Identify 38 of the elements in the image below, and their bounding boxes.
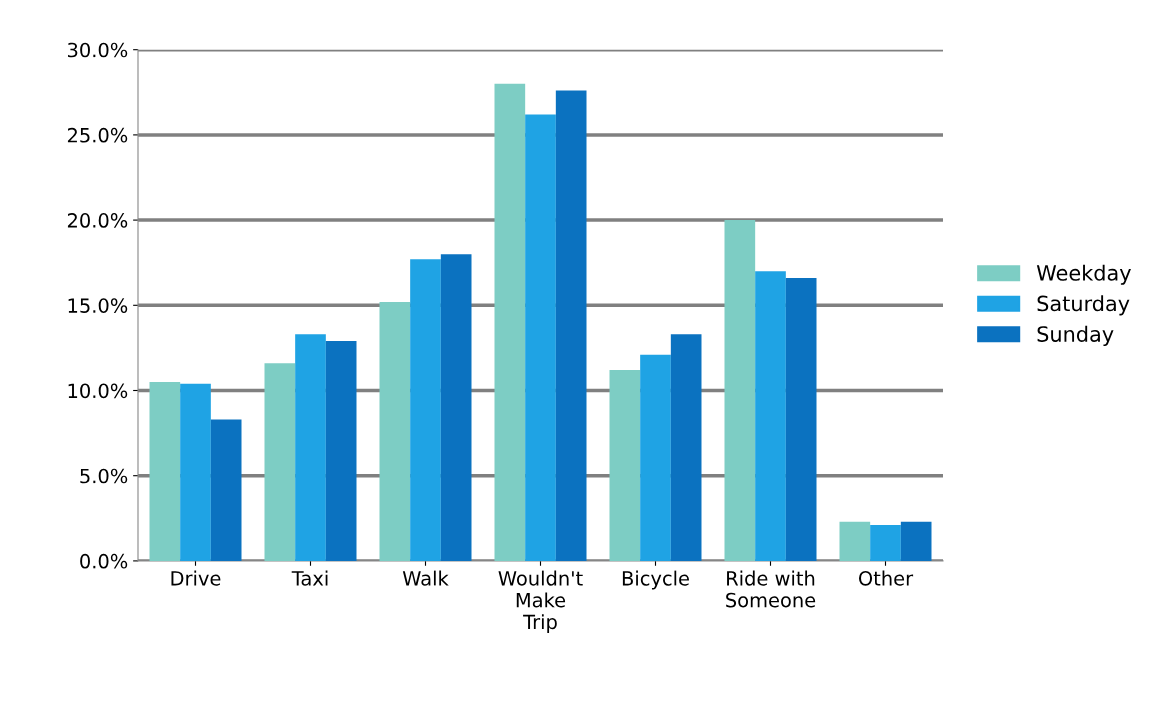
y-tick-label: 10.0% (68, 383, 128, 399)
bar (555, 90, 587, 561)
y-tick-label: 30.0% (67, 42, 128, 58)
bar (295, 334, 326, 561)
bar (670, 334, 702, 561)
x-tick-label: Taxi (291, 570, 328, 586)
bar (410, 259, 441, 561)
bar (149, 381, 181, 561)
y-tick-label: 25.0% (67, 127, 128, 143)
legend-label: Weekday (1036, 264, 1131, 285)
x-tick-label: Other (858, 570, 914, 586)
x-tick-label: Ride with Someone (726, 570, 816, 608)
bar (325, 341, 357, 561)
bar (264, 363, 296, 561)
x-tick-label: Drive (171, 570, 221, 586)
bar (640, 354, 671, 561)
y-tick-label: 15.0% (68, 298, 128, 313)
legend-label: Sunday (1037, 325, 1114, 346)
bar (900, 521, 932, 561)
bar (180, 383, 211, 561)
y-tick-label: 20.0% (67, 213, 128, 228)
bar (440, 254, 472, 561)
x-tick-label: Walk (402, 570, 449, 586)
bar (839, 521, 871, 561)
bar (525, 114, 556, 561)
bar (494, 83, 526, 561)
x-tick-label: Wouldn't Make Trip (498, 570, 583, 633)
x-tick-label: Bicycle (622, 570, 689, 590)
y-tick-label: 0.0% (80, 553, 128, 569)
legend-label: Saturday (1037, 295, 1130, 316)
bar (609, 370, 641, 561)
bar (379, 301, 411, 561)
bar (870, 525, 901, 561)
bar (755, 271, 786, 561)
bar (210, 419, 242, 561)
bar (785, 278, 817, 561)
bar (724, 220, 756, 561)
y-tick-label: 5.0% (80, 468, 128, 484)
